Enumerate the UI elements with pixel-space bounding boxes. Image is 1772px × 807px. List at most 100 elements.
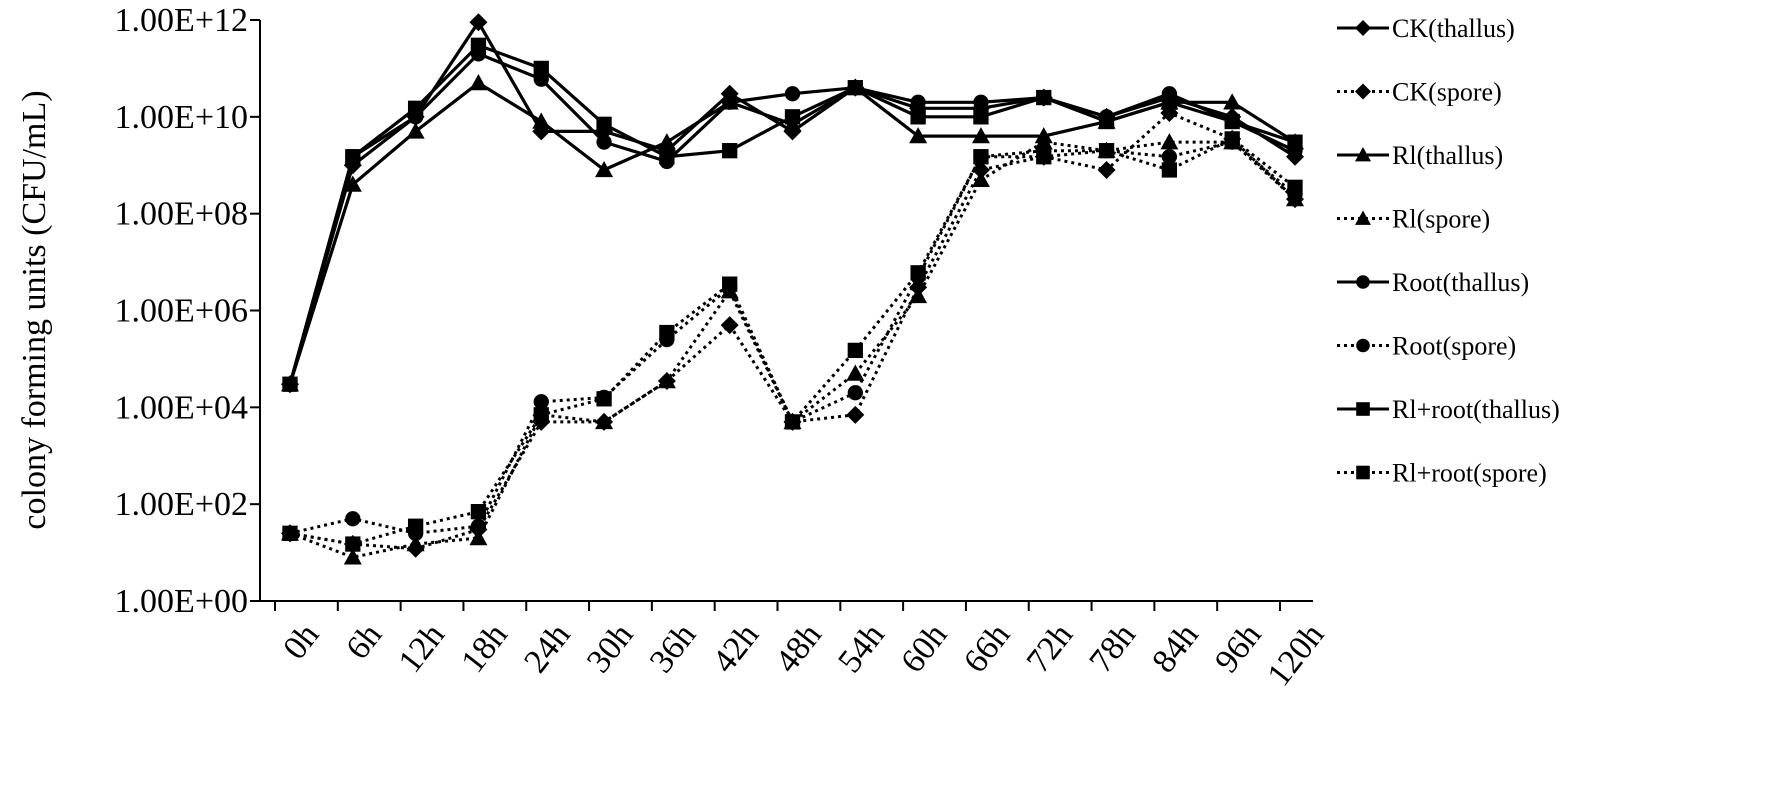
triangle-marker xyxy=(657,371,676,389)
circle-marker xyxy=(470,518,487,534)
triangle-marker xyxy=(971,127,990,144)
square-marker xyxy=(973,149,989,165)
triangle-marker xyxy=(406,535,425,552)
triangle-marker xyxy=(1355,210,1371,225)
square-marker xyxy=(1161,162,1178,178)
x-tick-label: 12h xyxy=(391,617,452,680)
square-marker xyxy=(659,324,675,341)
x-tick-label: 18h xyxy=(454,617,515,680)
y-tick-label: 1.00E+08 xyxy=(115,196,248,233)
circle-marker xyxy=(1356,338,1370,353)
x-tick-label: 48h xyxy=(768,617,829,680)
x-tick-label: 36h xyxy=(643,617,704,680)
legend-item: Root(thallus) xyxy=(1337,268,1529,297)
series-Rl+root(thallus) xyxy=(282,37,1303,392)
triangle-marker xyxy=(909,286,928,304)
x-tick-label: 30h xyxy=(580,617,641,680)
triangle-marker xyxy=(469,73,488,91)
square-marker xyxy=(533,407,549,423)
series-Rl+root(spore) xyxy=(282,131,1303,552)
triangle-marker xyxy=(971,170,990,188)
x-tick-label: 84h xyxy=(1145,617,1206,680)
x-tick-label: 54h xyxy=(831,617,892,680)
diamond-marker xyxy=(1355,83,1371,100)
square-marker xyxy=(596,391,612,407)
legend: CK(thallus) CK(spore) Rl(thallus) Rl(spore)… xyxy=(1337,14,1560,488)
square-marker xyxy=(470,37,487,53)
series-Rl(spore) xyxy=(281,133,1304,565)
legend-item: Rl+root(spore) xyxy=(1337,459,1547,488)
y-tick-label: 1.00E+04 xyxy=(115,389,248,426)
triangle-marker xyxy=(469,529,488,546)
square-marker xyxy=(470,504,487,520)
series-Root(thallus) xyxy=(282,46,1303,392)
triangle-marker xyxy=(532,112,551,129)
circle-marker xyxy=(973,94,989,110)
square-marker xyxy=(910,109,926,125)
legend-item: Rl+root(thallus) xyxy=(1337,395,1560,424)
square-marker xyxy=(596,116,612,132)
x-tick-label: 78h xyxy=(1082,617,1143,680)
triangle-marker xyxy=(343,548,362,565)
series-CK(spore) xyxy=(281,103,1304,558)
square-marker xyxy=(1098,113,1115,130)
y-axis-title: colony forming units (CFU/mL) xyxy=(16,90,53,529)
circle-marker xyxy=(1356,275,1370,289)
legend-item: CK(thallus) xyxy=(1337,14,1515,43)
x-tick-label: 72h xyxy=(1020,617,1081,680)
x-axis: 0h 6h 12h 18h 24h 30h 36h 42h 48h 54h 60h 66h 72h 78h… xyxy=(260,600,1331,693)
legend-item: CK(spore) xyxy=(1337,78,1502,107)
square-marker xyxy=(847,342,863,359)
y-tick-label: 1.00E+00 xyxy=(115,583,248,620)
x-tick-label: 42h xyxy=(706,617,767,680)
triangle-marker xyxy=(343,175,362,192)
x-tick-label: 60h xyxy=(894,617,955,680)
square-marker xyxy=(722,143,738,159)
square-marker xyxy=(910,265,926,281)
square-marker xyxy=(345,149,361,165)
circle-marker xyxy=(1161,149,1178,165)
circle-marker xyxy=(910,94,926,110)
triangle-marker xyxy=(846,364,865,381)
square-marker xyxy=(1036,149,1052,165)
circle-marker xyxy=(784,86,801,102)
x-tick-label: 66h xyxy=(957,617,1018,680)
legend-label: CK(spore) xyxy=(1392,78,1502,107)
square-marker xyxy=(659,149,675,165)
series-Root(spore) xyxy=(282,134,1303,541)
triangle-marker xyxy=(1355,147,1371,162)
square-marker xyxy=(784,109,801,125)
legend-item: Root(spore) xyxy=(1337,332,1516,361)
y-tick-label: 1.00E+10 xyxy=(115,99,248,136)
series-layer xyxy=(281,13,1304,565)
diamond-marker xyxy=(720,316,739,335)
circle-marker xyxy=(847,385,863,401)
x-tick-label: 0h xyxy=(276,617,326,667)
triangle-marker xyxy=(595,160,614,178)
legend-item: Rl(spore) xyxy=(1337,205,1490,234)
triangle-marker xyxy=(595,412,614,430)
legend-item: Rl(thallus) xyxy=(1337,141,1503,170)
series-line xyxy=(289,140,1297,559)
diamond-marker xyxy=(1355,20,1371,36)
square-marker xyxy=(784,414,801,430)
square-marker xyxy=(1224,131,1240,147)
series-line xyxy=(289,140,1296,535)
circle-marker xyxy=(533,394,549,410)
square-marker xyxy=(282,376,298,392)
square-marker xyxy=(722,276,738,292)
y-tick-label: 1.00E+02 xyxy=(115,486,248,523)
triangle-marker xyxy=(657,133,676,150)
diamond-marker xyxy=(1097,160,1116,179)
diamond-marker xyxy=(469,13,488,32)
series-line xyxy=(289,111,1297,551)
y-axis: 1.00E+00 1.00E+02 1.00E+04 1.00E+06 1.00E+08… xyxy=(115,2,261,620)
legend-label: CK(thallus) xyxy=(1392,14,1515,43)
triangle-marker xyxy=(406,122,425,139)
legend-label: Root(thallus) xyxy=(1392,268,1529,297)
x-tick-label: 24h xyxy=(517,617,578,680)
square-marker xyxy=(973,109,989,125)
circle-marker xyxy=(722,94,738,110)
square-marker xyxy=(1224,113,1240,130)
